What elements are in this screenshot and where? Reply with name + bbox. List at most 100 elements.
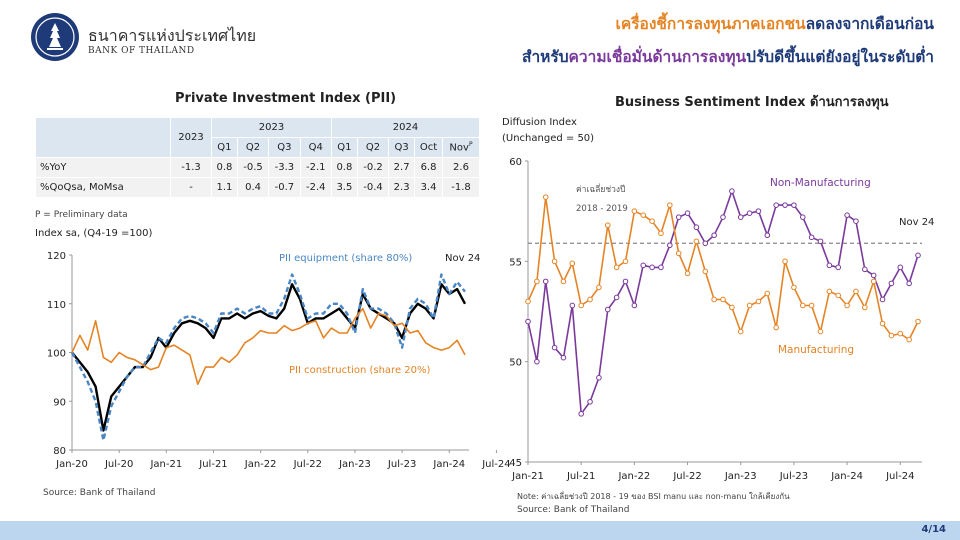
table-cell: -2.4 bbox=[299, 177, 332, 198]
table-cell: -1.8 bbox=[442, 177, 480, 198]
x-tick-label: Jan-23 bbox=[724, 471, 757, 482]
table-header-period: NovP bbox=[442, 137, 480, 158]
manufacturing-marker bbox=[844, 302, 850, 309]
manufacturing-marker bbox=[604, 222, 611, 229]
non-manufacturing-marker bbox=[542, 278, 549, 285]
x-tick-label: Jul-21 bbox=[566, 471, 595, 482]
bsi-source: Source: Bank of Thailand bbox=[517, 505, 630, 515]
y-tick-label: 45 bbox=[509, 458, 522, 469]
table-header-period: Q2 bbox=[356, 137, 390, 158]
manufacturing-marker bbox=[640, 212, 647, 218]
non-manufacturing-marker bbox=[702, 240, 709, 247]
x-tick-label: Jul-24 bbox=[481, 459, 510, 470]
table-cell: 2.6 bbox=[442, 157, 480, 178]
table-cell: 0.4 bbox=[236, 177, 270, 198]
annotation-latest-month: Nov 24 bbox=[899, 217, 934, 228]
x-tick-label: Jan-23 bbox=[338, 459, 371, 470]
non-manufacturing-marker bbox=[675, 214, 682, 220]
y-tick-label: 60 bbox=[509, 157, 522, 168]
non-manufacturing-marker bbox=[525, 318, 531, 325]
headline-text-1: ลดลงจากเดือนก่อน bbox=[805, 15, 934, 33]
manufacturing-marker bbox=[720, 296, 726, 303]
non-manufacturing-marker bbox=[746, 210, 753, 216]
manufacturing-marker bbox=[879, 320, 886, 327]
headline-text-2b: ปรับดีขึ้นแต่ยังอยู่ในระดับต่ำ bbox=[746, 48, 934, 66]
manufacturing-marker bbox=[729, 304, 735, 311]
table-row-label: %QoQsa, MoMsa bbox=[35, 177, 171, 198]
non-manufacturing-marker bbox=[826, 262, 833, 269]
table-cell: 2.3 bbox=[388, 177, 416, 198]
manufacturing-marker bbox=[862, 304, 868, 311]
x-tick-label: Jul-24 bbox=[885, 471, 914, 482]
non-manufacturing-marker bbox=[791, 202, 797, 208]
pii-source: Source: Bank of Thailand bbox=[43, 488, 156, 498]
bank-name-english: BANK OF THAILAND bbox=[88, 46, 195, 56]
x-tick-label: Jan-21 bbox=[149, 459, 182, 470]
pii-construction-share-20-line bbox=[71, 307, 466, 386]
non-manufacturing-marker bbox=[649, 264, 655, 271]
table-cell: 3.5 bbox=[330, 177, 358, 198]
non-manufacturing-marker bbox=[835, 264, 842, 271]
headline-line-2: สำหรับความเชื่อมั่นด้านการลงทุนปรับดีขึ้… bbox=[522, 44, 934, 69]
y-tick-label: 120 bbox=[47, 251, 66, 262]
non-manufacturing-marker bbox=[578, 411, 584, 417]
non-manufacturing-marker bbox=[817, 238, 824, 245]
table-header-row-years: 2023 2023 2024 bbox=[35, 117, 481, 158]
non-manufacturing-marker bbox=[808, 234, 815, 241]
table-header-year: 2023 bbox=[211, 117, 332, 138]
manufacturing-marker bbox=[622, 258, 629, 265]
non-manufacturing-marker bbox=[569, 302, 576, 309]
manufacturing-marker bbox=[684, 270, 691, 277]
table-cell: 2.7 bbox=[388, 157, 416, 178]
x-tick-label: Jan-21 bbox=[511, 471, 544, 482]
non-manufacturing-marker bbox=[640, 262, 647, 269]
x-tick-label: Jan-24 bbox=[830, 471, 863, 482]
non-manufacturing-marker bbox=[720, 214, 726, 220]
manufacturing-marker bbox=[746, 302, 753, 309]
x-tick-label: Jul-23 bbox=[387, 459, 416, 470]
non-manufacturing-marker bbox=[844, 212, 850, 218]
manufacturing-marker bbox=[888, 332, 895, 339]
manufacturing-marker bbox=[560, 278, 567, 285]
non-manufacturing-marker bbox=[853, 218, 859, 224]
reference-label-line-1: ค่าเฉลี่ยช่วงปี bbox=[576, 183, 625, 195]
manufacturing-marker bbox=[870, 278, 877, 285]
preliminary-mark: P bbox=[468, 141, 473, 149]
manufacturing-marker bbox=[799, 302, 806, 309]
manufacturing-marker bbox=[596, 284, 602, 291]
annotation-latest-month: Nov 24 bbox=[445, 253, 480, 264]
x-tick-label: Jul-22 bbox=[293, 459, 322, 470]
bank-name-thai: ธนาคารแห่งประเทศไทย bbox=[88, 26, 257, 45]
non-manufacturing-marker bbox=[604, 306, 611, 313]
non-manufacturing-marker bbox=[782, 202, 788, 208]
manufacturing-marker bbox=[826, 288, 833, 295]
table-header-year: 2023 bbox=[170, 117, 212, 158]
manufacturing-marker bbox=[569, 260, 576, 267]
non-manufacturing-marker bbox=[684, 210, 691, 216]
manufacturing-marker bbox=[534, 278, 540, 285]
annotation-non-manufacturing: Non-Manufacturing bbox=[770, 177, 871, 189]
non-manufacturing-marker bbox=[915, 252, 921, 259]
y-tick-label: 80 bbox=[53, 446, 66, 457]
x-tick-label: Jan-22 bbox=[244, 459, 277, 470]
manufacturing-marker bbox=[906, 336, 912, 343]
bsi-panel-title: Business Sentiment Index ด้านการลงทุน bbox=[615, 95, 889, 110]
manufacturing-marker bbox=[782, 258, 788, 265]
footer-bar: 4/14 bbox=[0, 521, 960, 540]
manufacturing-marker bbox=[773, 324, 779, 331]
non-manufacturing-marker bbox=[764, 232, 771, 239]
non-manufacturing-marker bbox=[862, 266, 868, 273]
pii-equipment-share-80-line bbox=[70, 273, 466, 442]
bsi-ylabel-line-1: Diffusion Index bbox=[502, 117, 577, 128]
x-tick-label: Jul-22 bbox=[672, 471, 701, 482]
table-row: %YoY -1.3 0.8 -0.5 -3.3 -2.1 0.8 -0.2 2.… bbox=[35, 157, 480, 178]
table-cell: -0.4 bbox=[356, 177, 390, 198]
pii-index-label: Index sa, (Q4-19 =100) bbox=[35, 228, 153, 239]
manufacturing-marker bbox=[853, 288, 859, 295]
annotation-pii-construction: PII construction (share 20%) bbox=[289, 365, 431, 376]
non-manufacturing-marker bbox=[773, 202, 779, 208]
headline-highlight-pii: เครื่องชี้การลงทุนภาคเอกชน bbox=[615, 15, 806, 33]
pii-line bbox=[71, 283, 467, 432]
non-manufacturing-marker bbox=[888, 280, 895, 287]
